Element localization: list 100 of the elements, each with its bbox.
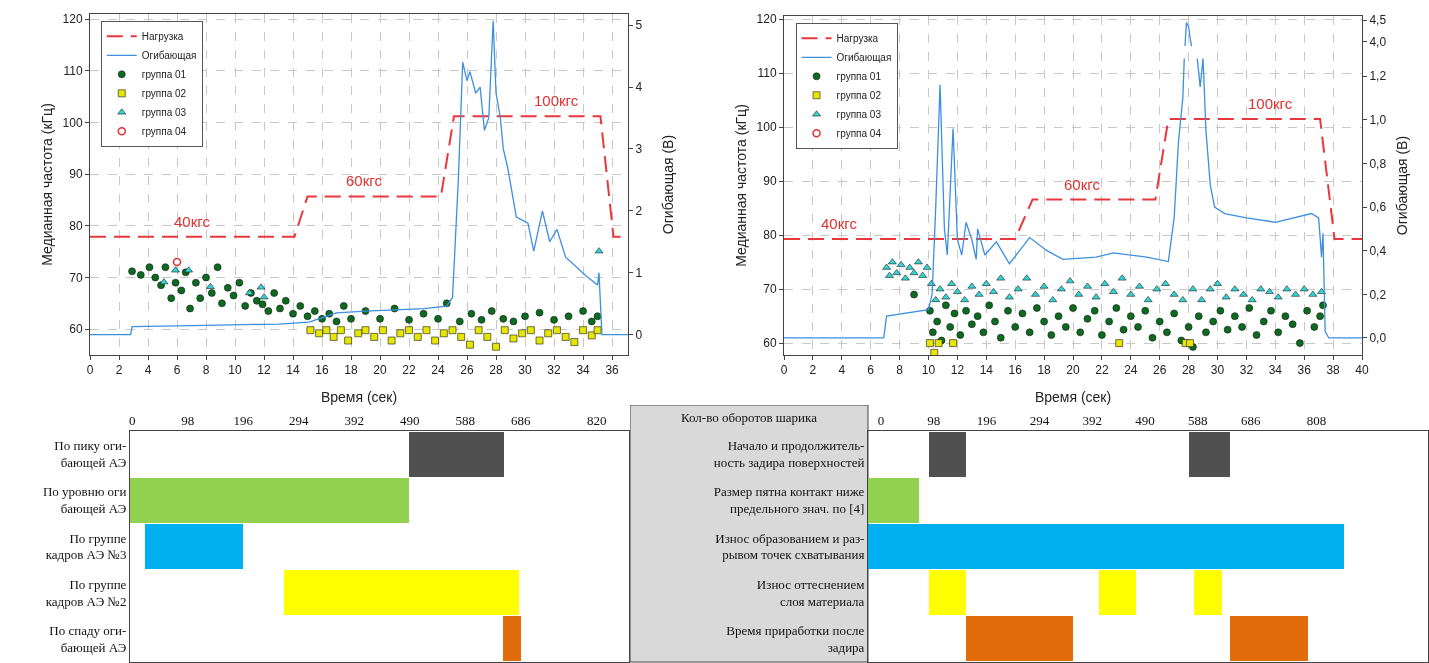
x-tick-label: 2 (115, 363, 123, 378)
y-tick-label: 90 (763, 174, 777, 189)
y-tick-label: 120 (756, 12, 777, 27)
legend-label: Нагрузка (141, 31, 184, 43)
x-tick-label: 18 (1037, 363, 1052, 378)
x-tick-label: 20 (1066, 363, 1080, 378)
y-tick-label: Износ образованием и раз- рывом точек схватывания (715, 530, 865, 563)
legend-label: группа 04 (141, 126, 187, 138)
x-axis-title: Время (сек) (1034, 389, 1112, 405)
legend-label: группа 03 (836, 109, 882, 121)
y2-tick-label: 0,0 (1369, 331, 1387, 346)
y3-tick-label: 4,5 (1369, 13, 1387, 28)
x-tick-label: 490 (400, 412, 420, 428)
y-tick-label: По группе кадров АЭ №3 (45, 530, 127, 563)
y2-tick-label: 4 (635, 80, 643, 95)
y2-tick-label: 0,6 (1369, 200, 1387, 215)
x-tick-label: 588 (1188, 412, 1208, 428)
y-tick-label: 80 (763, 228, 777, 243)
x-tick-label: 18 (344, 363, 359, 378)
x-tick-label: 22 (1095, 363, 1109, 378)
y2-tick-label: 1 (635, 265, 643, 280)
y2-tick-label: 5 (635, 18, 643, 33)
y-tick-label: По уровню оги бающей АЭ (42, 484, 127, 517)
x-tick-label: 196 (233, 412, 254, 428)
annotation: 60кгс (346, 172, 383, 189)
x-tick-label: 12 (257, 363, 272, 378)
y-tick-label: 90 (69, 167, 83, 182)
x-tick-label: 32 (1239, 363, 1254, 378)
legend-label: группа 01 (836, 71, 882, 83)
y-tick-label: 100 (62, 115, 83, 130)
y-tick-label: 70 (763, 282, 777, 297)
y-tick-label: 110 (63, 64, 83, 79)
annotation: 60кгс (1064, 176, 1101, 193)
annotation: 40кгс (821, 215, 858, 232)
legend-label: группа 03 (141, 107, 187, 119)
annotation: 100кгс (1248, 95, 1293, 112)
x-tick-label: 0 (877, 412, 885, 428)
y-tick-label: По пику оги- бающей АЭ (54, 438, 127, 471)
x-tick-label: 808 (1306, 412, 1327, 428)
x-tick-label: 16 (315, 363, 330, 378)
y2-tick-label: 0,8 (1369, 156, 1387, 171)
annotation: 100кгс (534, 92, 579, 109)
x-tick-label: 12 (950, 363, 965, 378)
legend-label: Огибающая (141, 50, 197, 62)
x-tick-label: 24 (1124, 363, 1138, 378)
x-tick-label: 98 (927, 412, 941, 428)
y-axis-title: Кол-во оборотов шарика (681, 410, 818, 425)
x-tick-label: 34 (1268, 363, 1283, 378)
x-tick-label: 98 (181, 412, 195, 428)
x-tick-label: 28 (489, 363, 504, 378)
x-tick-label: 294 (1029, 412, 1050, 428)
y-tick-label: 70 (69, 270, 83, 285)
y-tick-label: Начало и продолжитель- ность задира поверхностей (713, 438, 865, 471)
x-tick-label: 8 (202, 363, 210, 378)
legend-label: группа 04 (836, 128, 882, 140)
x-tick-label: 40 (1355, 363, 1369, 378)
legend-label: Нагрузка (836, 33, 879, 45)
y-tick-label: Размер пятна контакт ниже предельного знач. по [4] (713, 484, 865, 517)
x-tick-label: 32 (547, 363, 562, 378)
y2-axis-title: Огибающая (В) (660, 134, 676, 235)
y2-tick-label: 0,2 (1369, 287, 1387, 302)
x-tick-label: 16 (1008, 363, 1023, 378)
y2-tick-label: 1,2 (1369, 69, 1387, 84)
x-tick-label: 4 (838, 363, 846, 378)
legend-label: группа 02 (836, 90, 882, 102)
x-tick-label: 14 (979, 363, 994, 378)
x-tick-label: 36 (1297, 363, 1312, 378)
y-axis-title: Медианная частота (кГц) (39, 103, 55, 266)
x-tick-label: 30 (1210, 363, 1225, 378)
x-tick-label: 10 (228, 363, 242, 378)
x-tick-label: 34 (576, 363, 591, 378)
x-tick-label: 22 (402, 363, 417, 378)
x-tick-label: 196 (976, 412, 997, 428)
y2-tick-label: 0,4 (1369, 243, 1387, 258)
x-tick-label: 6 (173, 363, 181, 378)
legend-label: Огибающая (836, 52, 892, 64)
x-tick-label: 30 (518, 363, 533, 378)
x-tick-label: 686 (1240, 412, 1261, 428)
y-tick-label: Износ оттеснением слоя материала (756, 576, 865, 609)
x-tick-label: 10 (921, 363, 936, 378)
x-tick-label: 820 (586, 412, 607, 428)
annotation: 40кгс (174, 213, 211, 230)
x-axis-title: Время (сек) (320, 389, 398, 405)
y-tick-label: 100 (756, 120, 777, 135)
y-tick-label: 120 (62, 12, 83, 27)
x-tick-label: 8 (896, 363, 904, 378)
x-tick-label: 38 (1326, 363, 1341, 378)
x-tick-label: 36 (605, 363, 620, 378)
y-tick-label: 80 (69, 219, 83, 234)
x-tick-label: 588 (455, 412, 476, 428)
y-tick-label: 60 (69, 322, 83, 337)
y2-tick-label: 1,0 (1369, 112, 1387, 127)
y2-tick-label: 0 (635, 327, 643, 342)
x-tick-label: 490 (1135, 412, 1155, 428)
x-tick-label: 686 (511, 412, 532, 428)
legend-label: группа 01 (141, 69, 187, 81)
x-tick-label: 0 (780, 363, 788, 378)
y2-axis-title: Огибающая (В) (1394, 135, 1410, 236)
x-tick-label: 20 (373, 363, 388, 378)
y2-tick-label: 3 (635, 142, 643, 157)
